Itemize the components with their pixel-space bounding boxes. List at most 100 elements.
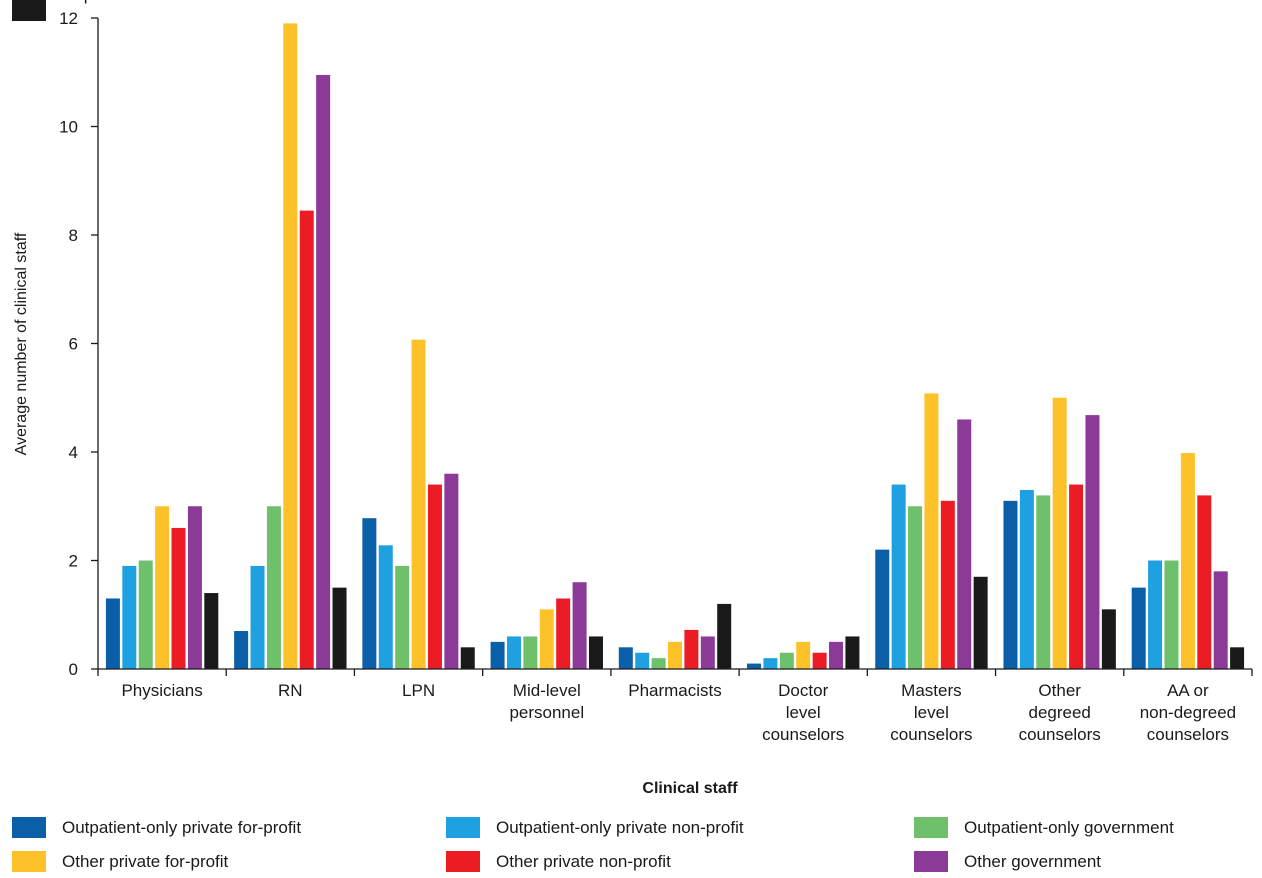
x-tick-label-line: AA or	[1167, 681, 1209, 700]
x-tick-label: Physicians	[121, 681, 202, 700]
legend-swatch	[446, 817, 480, 838]
x-tick-label-line: counselors	[890, 725, 972, 744]
legend-item: Outpatient-only private non-profit	[446, 817, 744, 838]
bar	[332, 587, 347, 670]
bar	[957, 419, 972, 669]
bar	[973, 576, 988, 669]
bar	[1069, 484, 1084, 669]
bar	[234, 631, 249, 669]
legend-swatch	[12, 0, 46, 21]
legend-item: Department of Veterans Affairs	[12, 0, 293, 21]
bar	[316, 74, 331, 669]
y-tick-label: 0	[69, 660, 78, 679]
legend-label: Outpatient-only private for-profit	[62, 818, 301, 837]
bar	[700, 636, 715, 669]
y-tick-label: 6	[69, 335, 78, 354]
bar	[796, 641, 811, 670]
bar	[651, 658, 666, 669]
legend-item: Other private non-profit	[446, 851, 671, 872]
x-tick-label-line: Masters	[901, 681, 961, 700]
legend-label: Outpatient-only private non-profit	[496, 818, 744, 837]
x-tick-label: LPN	[402, 681, 435, 700]
bar	[1036, 495, 1051, 669]
bar	[1101, 609, 1116, 669]
legend: Outpatient-only private for-profit Outpat…	[12, 0, 1174, 872]
bar	[378, 545, 393, 669]
x-tick-label: Pharmacists	[628, 681, 722, 700]
bar	[1164, 560, 1179, 669]
x-tick-label-line: counselors	[762, 725, 844, 744]
bar	[299, 210, 314, 669]
legend-item: Other government	[914, 851, 1101, 872]
bar	[187, 506, 202, 669]
y-tick-label: 4	[69, 443, 78, 462]
bar	[490, 641, 505, 670]
bar	[362, 518, 377, 669]
x-tick-label-line: level	[914, 703, 949, 722]
y-axis: 0 2 4 6 8 10 12	[59, 9, 99, 679]
bar	[635, 652, 650, 669]
bar	[138, 560, 153, 669]
x-tick-label-line: Mid-level	[513, 681, 581, 700]
legend-label: Other government	[964, 852, 1101, 871]
x-tick-label: AA or non-degreed counselors	[1140, 681, 1236, 744]
x-tick-label-line: RN	[278, 681, 303, 700]
bar	[556, 598, 571, 669]
y-tick-label: 2	[69, 552, 78, 571]
bar	[395, 565, 410, 669]
legend-swatch	[446, 851, 480, 872]
bar	[539, 609, 554, 669]
bar	[717, 603, 732, 669]
bar	[940, 500, 955, 669]
legend-swatch	[12, 851, 46, 872]
bar	[266, 506, 281, 669]
bar	[845, 636, 860, 669]
bar	[1131, 587, 1146, 670]
legend-swatch	[914, 851, 948, 872]
y-tick-label: 12	[59, 9, 78, 28]
bar	[891, 484, 906, 669]
bar	[460, 647, 475, 669]
bars	[105, 23, 1245, 670]
legend-swatch	[12, 817, 46, 838]
x-tick-label: Other degreed counselors	[1019, 681, 1101, 744]
x-tick-label-line: Pharmacists	[628, 681, 722, 700]
x-tick-label: RN	[278, 681, 303, 700]
x-tick-label-line: degreed	[1029, 703, 1091, 722]
bar	[427, 484, 442, 669]
bar	[155, 506, 170, 669]
x-tick-label: Mid-level personnel	[509, 681, 584, 722]
bar	[779, 652, 794, 669]
legend-item: Other private for-profit	[12, 851, 229, 872]
bar	[1085, 415, 1100, 669]
bar	[204, 593, 219, 669]
bar	[1052, 397, 1067, 669]
x-tick-label-line: counselors	[1147, 725, 1229, 744]
bar	[684, 629, 699, 669]
bar	[444, 473, 459, 669]
bar	[1003, 500, 1018, 669]
legend-label: Outpatient-only government	[964, 818, 1174, 837]
bar	[1197, 495, 1212, 669]
legend-item: Outpatient-only private for-profit	[12, 817, 301, 838]
legend-label: Other private for-profit	[62, 852, 229, 871]
legend-label: Department of Veterans Affairs	[62, 0, 293, 4]
bar	[1180, 453, 1195, 669]
bar	[924, 393, 939, 669]
bar	[1230, 647, 1245, 669]
x-axis-label: Clinical staff	[642, 780, 738, 797]
bar	[875, 549, 890, 669]
x-tick-label: Doctor level counselors	[762, 681, 844, 744]
y-tick-label: 8	[69, 226, 78, 245]
bar	[283, 23, 298, 670]
bar	[1148, 560, 1163, 669]
bar	[506, 636, 521, 669]
bar	[812, 652, 827, 669]
legend-item: Outpatient-only government	[914, 817, 1174, 838]
bar	[588, 636, 603, 669]
x-tick-label: Masters level counselors	[890, 681, 972, 744]
x-tick-label-line: Other	[1038, 681, 1081, 700]
x-tick-label-line: LPN	[402, 681, 435, 700]
x-tick-label-line: non-degreed	[1140, 703, 1236, 722]
bar	[122, 565, 137, 669]
